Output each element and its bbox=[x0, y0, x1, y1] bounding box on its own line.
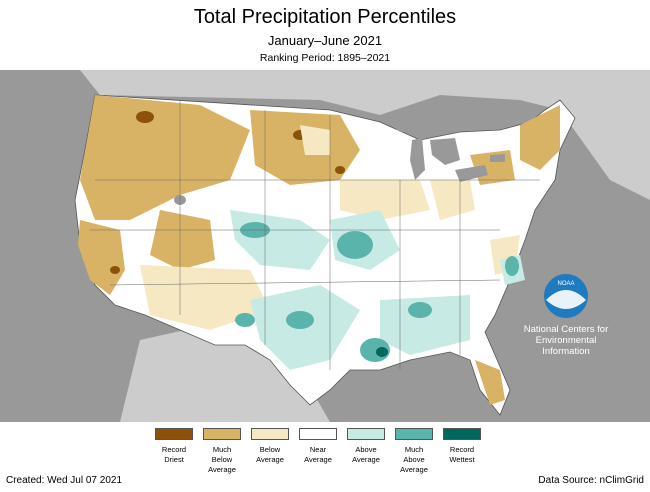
legend: Record Driest Much Below Average Below A… bbox=[150, 428, 490, 484]
ncei-line-2: Environmental bbox=[536, 335, 597, 346]
legend-item-much-above-average: Much Above Average bbox=[390, 428, 438, 475]
legend-label-line: Above bbox=[355, 445, 377, 454]
legend-label-line: Much bbox=[212, 445, 232, 454]
legend-swatch bbox=[299, 428, 337, 440]
map-subtitle: January–June 2021 bbox=[267, 33, 383, 48]
precipitation-map: NOAA National Centers for Environmental … bbox=[0, 70, 650, 422]
mexico-land bbox=[120, 320, 330, 422]
legend-label-line: Above bbox=[403, 455, 425, 464]
record-wettest-regions bbox=[376, 347, 388, 357]
legend-label-line: Wettest bbox=[449, 455, 475, 464]
legend-item-much-below-average: Much Below Average bbox=[198, 428, 246, 475]
legend-swatch bbox=[443, 428, 481, 440]
canada-land bbox=[0, 70, 650, 200]
ncei-line-3: Information bbox=[542, 346, 590, 357]
legend-label-line: Average bbox=[400, 465, 428, 474]
map-svg: NOAA National Centers for Environmental … bbox=[0, 70, 650, 422]
legend-item-near-average: Near Average bbox=[294, 428, 342, 465]
legend-item-below-average: Below Average bbox=[246, 428, 294, 465]
ncei-line-1: National Centers for bbox=[524, 324, 608, 335]
legend-label-line: Record bbox=[161, 445, 187, 454]
legend-swatch bbox=[347, 428, 385, 440]
legend-item-record-driest: Record Driest bbox=[150, 428, 198, 465]
much-above-average-regions bbox=[235, 222, 519, 362]
noaa-wordmark: NOAA bbox=[557, 281, 574, 287]
data-source: Data Source: nClimGrid bbox=[538, 475, 644, 486]
legend-swatch bbox=[395, 428, 433, 440]
legend-label-line: Record bbox=[449, 445, 475, 454]
legend-label-line: Average bbox=[208, 465, 236, 474]
legend-label-line: Average bbox=[352, 455, 380, 464]
legend-item-above-average: Above Average bbox=[342, 428, 390, 465]
legend-swatch bbox=[251, 428, 289, 440]
below-average-regions bbox=[140, 125, 520, 330]
state-borders bbox=[90, 100, 540, 370]
legend-label-line: Near bbox=[309, 445, 327, 454]
legend-label-line: Average bbox=[256, 455, 284, 464]
legend-label-line: Much bbox=[404, 445, 424, 454]
legend-swatch bbox=[155, 428, 193, 440]
legend-swatch bbox=[203, 428, 241, 440]
map-title: Total Precipitation Percentiles bbox=[193, 6, 457, 28]
created-date: Created: Wed Jul 07 2021 bbox=[6, 475, 123, 486]
ranking-period: Ranking Period: 1895–2021 bbox=[259, 52, 391, 64]
legend-label-line: Average bbox=[304, 455, 332, 464]
much-below-average-regions bbox=[78, 95, 560, 405]
legend-label-line: Below bbox=[211, 455, 233, 464]
legend-label-line: Below bbox=[259, 445, 281, 454]
great-lakes bbox=[174, 118, 505, 205]
legend-item-record-wettest: Record Wettest bbox=[438, 428, 486, 465]
legend-label-line: Driest bbox=[164, 455, 184, 464]
noaa-logo: NOAA National Centers for Environmental … bbox=[524, 274, 608, 357]
